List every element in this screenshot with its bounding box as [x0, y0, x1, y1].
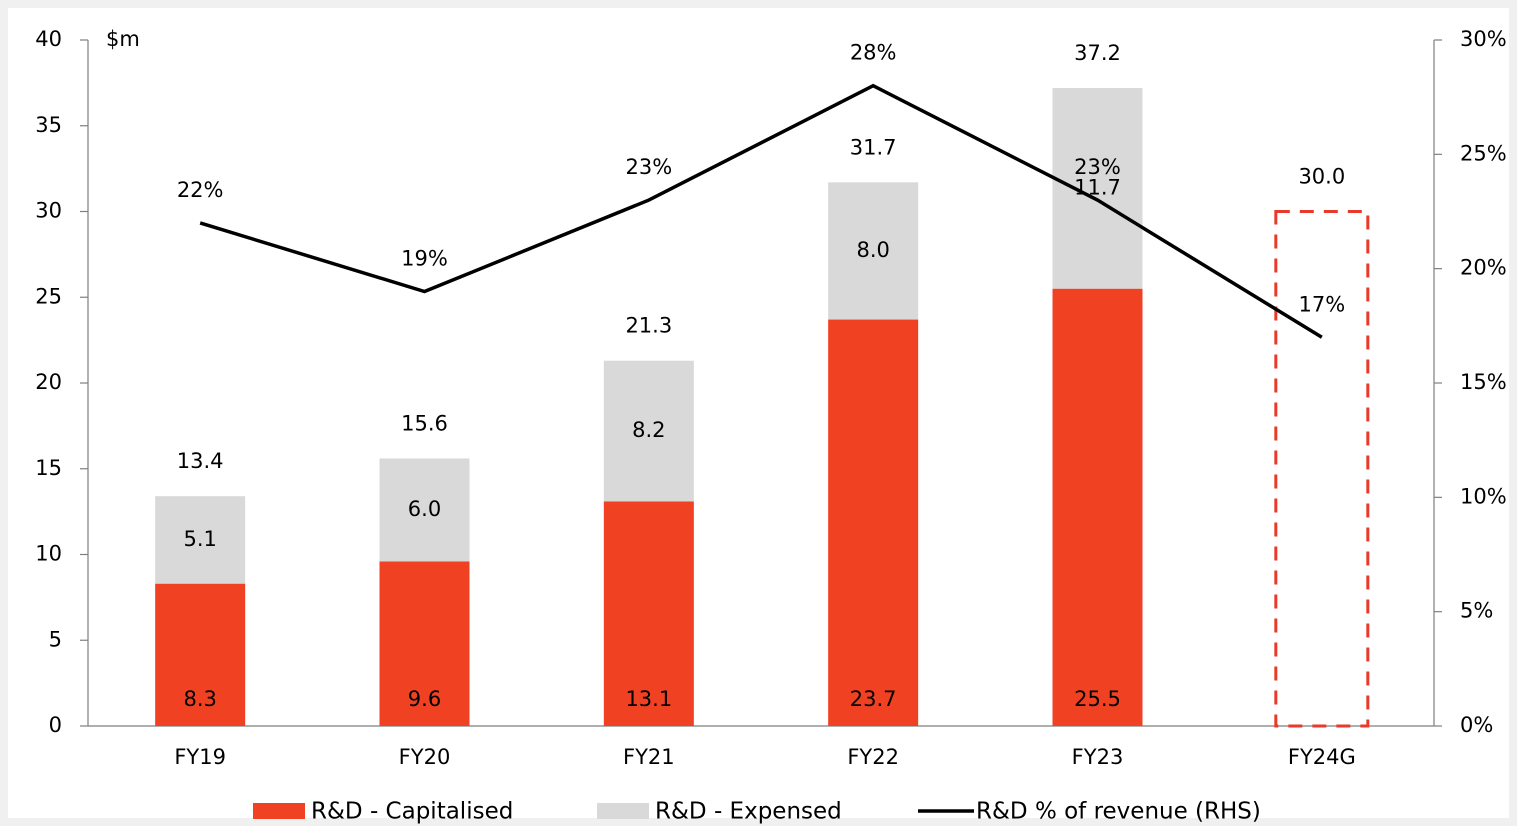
legend-label: R&D - Capitalised	[311, 799, 513, 825]
bar-label: 6.0	[408, 497, 441, 521]
bar-segment	[1052, 288, 1143, 726]
bar-segment	[1052, 88, 1143, 289]
line-label: 22%	[177, 178, 224, 202]
legend-label: R&D - Expensed	[655, 799, 842, 825]
y-tick-label: 25	[35, 284, 62, 308]
line-label: 19%	[401, 247, 448, 271]
bar-label: 23.7	[850, 687, 897, 711]
bar-segment	[828, 182, 919, 320]
legend-swatch	[597, 803, 649, 819]
line-label: 23%	[625, 155, 672, 179]
bar-label: 25.5	[1074, 687, 1121, 711]
bar-segment	[379, 561, 470, 726]
x-tick-label: FY21	[623, 745, 675, 769]
y-tick-label: 5	[49, 627, 62, 651]
y-tick-label: 0	[49, 713, 62, 737]
total-label: 31.7	[850, 135, 897, 159]
bar-segment	[603, 360, 694, 502]
bar-segment	[155, 583, 246, 726]
y2-tick-label: 30%	[1460, 27, 1507, 51]
x-tick-label: FY23	[1072, 745, 1124, 769]
y2-tick-label: 15%	[1460, 370, 1507, 394]
legend-swatch	[253, 803, 305, 819]
line-label: 23%	[1074, 155, 1121, 179]
total-label: 30.0	[1298, 165, 1345, 189]
bar-label: 5.1	[183, 527, 216, 551]
total-label: 37.2	[1074, 41, 1121, 65]
bar-label: 8.0	[856, 238, 889, 262]
x-tick-label: FY19	[174, 745, 226, 769]
line-label: 28%	[850, 41, 897, 65]
x-tick-label: FY22	[847, 745, 899, 769]
bar-segment	[828, 319, 919, 726]
y-tick-label: 35	[35, 113, 62, 137]
line-label: 17%	[1298, 292, 1345, 316]
y-tick-label: 40	[35, 27, 62, 51]
y-tick-label: 10	[35, 542, 62, 566]
guidance-box	[1274, 210, 1370, 728]
bar-segment	[155, 496, 246, 584]
y-tick-label: 20	[35, 370, 62, 394]
y2-tick-label: 25%	[1460, 141, 1507, 165]
total-label: 13.4	[177, 449, 224, 473]
bar-segment	[379, 458, 470, 562]
y2-tick-label: 10%	[1460, 484, 1507, 508]
y-unit: $m	[106, 27, 140, 51]
legend-label: R&D % of revenue (RHS)	[976, 799, 1261, 825]
bar-label: 11.7	[1074, 175, 1121, 199]
bar-label: 8.3	[183, 687, 216, 711]
y2-tick-label: 0%	[1460, 713, 1493, 737]
y2-tick-label: 20%	[1460, 256, 1507, 280]
x-tick-label: FY24G	[1288, 745, 1356, 769]
bar-segment	[603, 501, 694, 726]
bar-label: 9.6	[408, 687, 441, 711]
bar-label: 13.1	[625, 687, 672, 711]
y2-tick-label: 5%	[1460, 599, 1493, 623]
y-tick-label: 30	[35, 199, 62, 223]
bar-label: 8.2	[632, 418, 665, 442]
y-tick-label: 15	[35, 456, 62, 480]
x-tick-label: FY20	[399, 745, 451, 769]
line	[199, 83, 1323, 339]
total-label: 21.3	[625, 314, 672, 338]
total-label: 15.6	[401, 411, 448, 435]
